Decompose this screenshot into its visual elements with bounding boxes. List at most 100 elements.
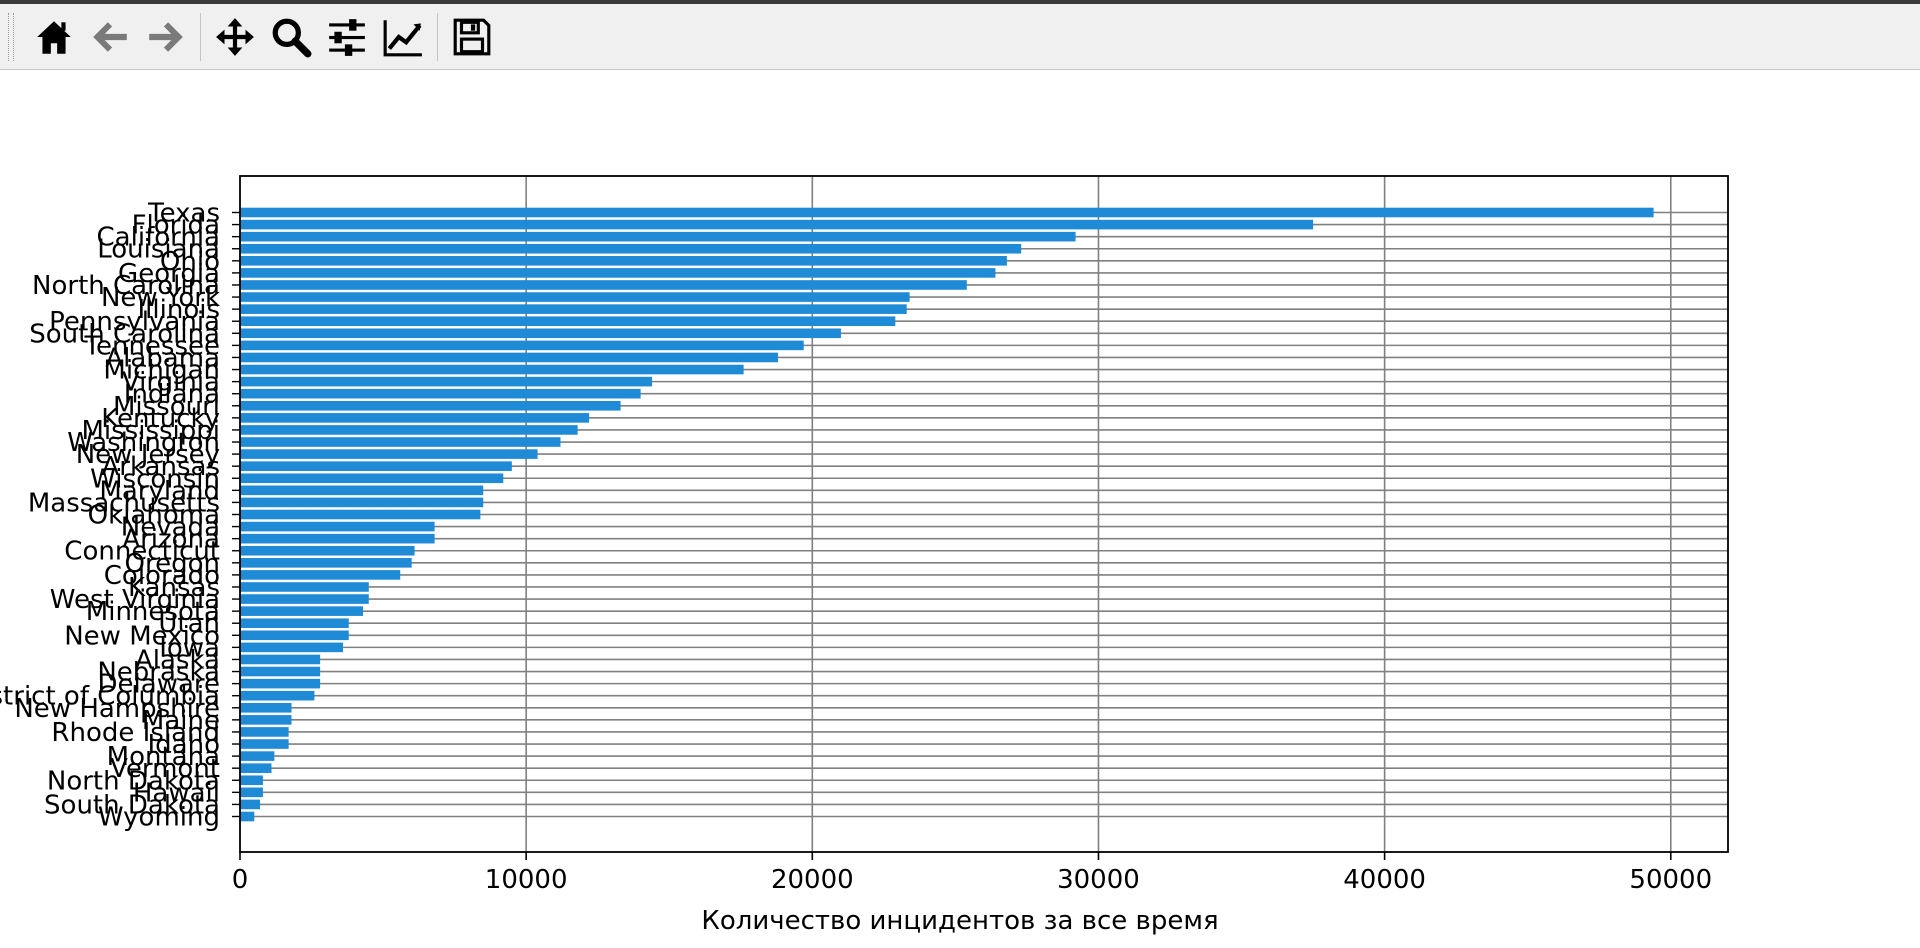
bar bbox=[240, 702, 292, 713]
y-tick-label: New Mexico bbox=[64, 621, 220, 651]
back-button[interactable] bbox=[82, 9, 138, 65]
y-tick-label: Rhode Island bbox=[51, 718, 220, 748]
x-tick-label: 40000 bbox=[1343, 865, 1426, 895]
bar bbox=[240, 364, 744, 375]
bar bbox=[240, 606, 364, 616]
y-tick-label: Maine bbox=[142, 706, 220, 736]
y-tick-label: Maryland bbox=[99, 476, 220, 506]
bar bbox=[240, 787, 263, 798]
bar bbox=[240, 642, 344, 653]
bar bbox=[240, 413, 590, 423]
bar bbox=[240, 437, 561, 447]
plot-area[interactable]: 0 10000 20000 30000 40000 50000 Texas Florida Ca… bbox=[0, 70, 1920, 948]
y-tick-label: Alabama bbox=[105, 343, 220, 373]
x-tick-label: 0 bbox=[232, 865, 249, 895]
y-tick-label: Vermont bbox=[110, 754, 220, 784]
y-tick-label: Hawaii bbox=[133, 778, 220, 808]
bar bbox=[240, 775, 263, 786]
y-tick-label: Idaho bbox=[148, 730, 221, 760]
bar bbox=[240, 582, 369, 592]
y-tick-label: Indiana bbox=[124, 380, 220, 410]
bar bbox=[240, 618, 349, 629]
bar bbox=[240, 811, 255, 822]
bar bbox=[240, 376, 653, 387]
y-tick-label: Colorado bbox=[104, 561, 220, 591]
toolbar-separator bbox=[200, 12, 201, 61]
x-axis-label: Количество инцидентов за все время bbox=[701, 906, 1219, 936]
bar bbox=[240, 461, 512, 471]
bar bbox=[240, 594, 369, 604]
y-tick-label: Arkansas bbox=[101, 452, 220, 482]
bar bbox=[240, 268, 996, 278]
move-icon bbox=[216, 17, 254, 56]
y-tick-label: Virginia bbox=[122, 368, 220, 398]
y-tick-label: Mississippi bbox=[81, 416, 220, 446]
bar bbox=[240, 630, 349, 641]
y-tick-label: District of Columbia bbox=[0, 682, 220, 712]
home-button[interactable] bbox=[26, 9, 82, 65]
bar bbox=[240, 207, 1654, 218]
y-tick-label: Wisconsin bbox=[90, 464, 220, 494]
bar bbox=[240, 352, 778, 363]
bar bbox=[240, 304, 907, 314]
y-tick-label: Utah bbox=[158, 609, 220, 639]
bar bbox=[240, 292, 910, 302]
y-tick-label: Montana bbox=[107, 742, 220, 772]
bar bbox=[240, 799, 261, 810]
y-tick-label: Florida bbox=[132, 211, 220, 241]
bar bbox=[240, 449, 538, 459]
bar bbox=[240, 715, 292, 725]
forward-button[interactable] bbox=[138, 9, 194, 65]
y-tick-label: Michigan bbox=[103, 356, 220, 386]
bar bbox=[240, 340, 804, 351]
line-chart-icon bbox=[383, 19, 422, 56]
x-tick-label: 10000 bbox=[485, 865, 568, 895]
y-tick-label: New Jersey bbox=[76, 440, 220, 470]
y-tick-label: Kansas bbox=[128, 573, 220, 603]
pan-button[interactable] bbox=[207, 9, 263, 65]
sliders-icon bbox=[329, 18, 365, 56]
y-tick-label: West Virginia bbox=[50, 585, 220, 615]
arrow-right-icon bbox=[149, 21, 183, 52]
bar bbox=[240, 485, 484, 496]
y-tick-label: Massachusetts bbox=[28, 488, 220, 518]
y-tick-label: North Carolina bbox=[32, 271, 220, 301]
y-tick-label: North Dakota bbox=[47, 766, 220, 796]
bar bbox=[240, 678, 321, 689]
magnifier-icon bbox=[272, 18, 312, 57]
bar bbox=[240, 425, 578, 435]
y-tick-label: Tennessee bbox=[84, 331, 221, 361]
y-tick-label: California bbox=[97, 223, 220, 253]
bar bbox=[240, 654, 321, 665]
y-tick-label: South Carolina bbox=[29, 319, 220, 349]
bar bbox=[240, 316, 896, 327]
y-tick-label: Oklahoma bbox=[88, 501, 220, 531]
y-tick-label: Connecticut bbox=[64, 537, 220, 567]
zoom-button[interactable] bbox=[263, 9, 319, 65]
bar bbox=[240, 243, 1022, 254]
y-tick-label: Delaware bbox=[98, 670, 220, 700]
y-tick-label: Washington bbox=[67, 428, 220, 458]
bar bbox=[240, 533, 435, 544]
bar bbox=[240, 763, 272, 773]
y-tick-label: Georgia bbox=[118, 259, 220, 289]
y-tick-label: Texas bbox=[147, 199, 220, 229]
save-button[interactable] bbox=[444, 9, 500, 65]
home-icon bbox=[37, 20, 71, 54]
bar bbox=[240, 400, 621, 411]
y-tick-label: Ohio bbox=[160, 247, 220, 277]
toolbar-separator bbox=[437, 12, 438, 61]
bar bbox=[240, 751, 275, 761]
y-tick-label: Iowa bbox=[159, 633, 220, 663]
bar bbox=[240, 388, 641, 399]
bar bbox=[240, 509, 481, 520]
configure-subplots-button[interactable] bbox=[319, 9, 375, 65]
edit-axis-button[interactable] bbox=[375, 9, 431, 65]
x-tick-label: 50000 bbox=[1629, 865, 1712, 895]
bar bbox=[240, 690, 315, 701]
bar bbox=[240, 231, 1076, 242]
x-tick-label: 30000 bbox=[1057, 865, 1140, 895]
bar bbox=[240, 328, 841, 339]
bar bbox=[240, 739, 289, 749]
y-tick-label: Minnesota bbox=[86, 597, 220, 627]
